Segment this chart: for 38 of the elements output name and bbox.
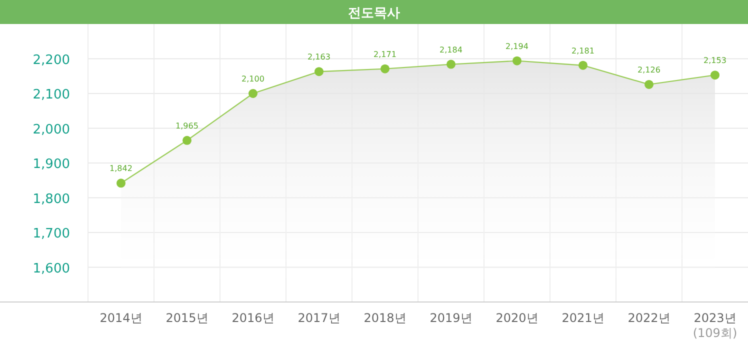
y-tick-label: 2,200 [32,52,70,68]
x-tick-label: 2022년 [628,311,670,325]
data-label: 2,171 [374,50,396,59]
point [380,64,390,74]
point [182,136,192,145]
data-label: 2,126 [638,65,660,74]
y-tick-label: 1,900 [32,157,70,172]
point [314,67,324,76]
data-label: 2,153 [704,56,726,66]
x-tick-label: 2019년 [430,311,472,325]
data-label: 2,100 [242,74,264,84]
data-label: 2,184 [440,45,462,54]
point [446,60,456,69]
y-tick-label: 1,800 [32,192,70,207]
data-label: 2,194 [506,42,528,51]
point [116,178,126,188]
point [512,56,522,66]
point [710,70,720,80]
x-tick-label: 2014년 [100,311,142,325]
y-tick-label: 2,100 [32,88,70,102]
x-tick-label: 2020년 [496,311,538,325]
data-label: 1,842 [110,164,132,174]
x-tick-label: 2016년 [232,311,274,325]
y-tick-label: 1,700 [32,226,70,242]
point [248,89,258,98]
y-tick-label: 1,600 [32,261,70,276]
data-label: 2,163 [308,52,330,62]
x-tick-label: 2015년 [166,311,208,325]
x-tick-label: 2023년 (109회) [692,311,738,340]
x-tick-label: 2017년 [298,311,340,325]
x-tick-label: 2021년 [562,311,604,325]
data-label: 2,181 [572,46,594,56]
x-tick-label: 2018년 [364,311,406,325]
y-tick-label: 2,000 [32,122,70,138]
data-label: 1,965 [176,121,198,130]
point [578,60,588,70]
chart-title: 전도목사 [348,6,400,21]
point [644,80,654,89]
